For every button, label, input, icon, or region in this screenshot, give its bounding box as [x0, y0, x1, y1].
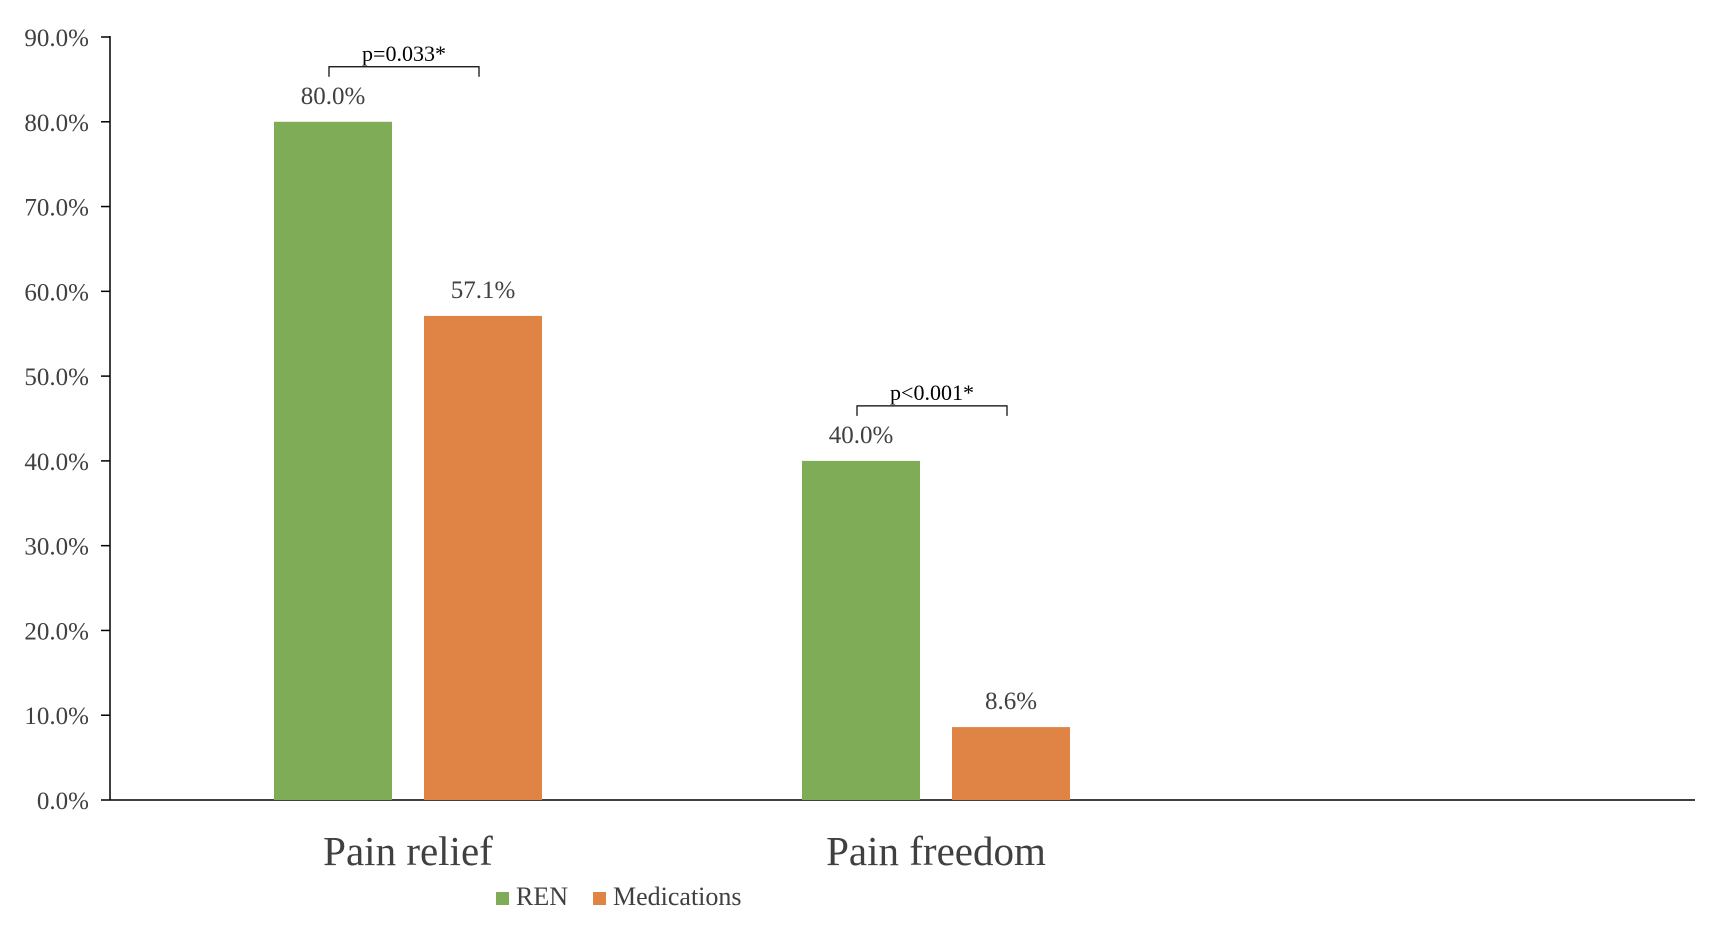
legend-swatch-medications [593, 892, 606, 905]
data-label: 57.1% [451, 277, 516, 304]
y-tick-label: 40.0% [24, 449, 89, 476]
y-tick-label: 70.0% [24, 195, 89, 222]
y-axis: 0.0% 10.0% 20.0% 30.0% 40.0% 50.0% 60.0% 70.0% 8… [24, 25, 111, 815]
y-tick-label: 80.0% [24, 110, 89, 137]
bar-ren-pain-freedom [802, 460, 920, 800]
y-tick-label: 30.0% [24, 534, 89, 561]
data-label: 80.0% [301, 83, 366, 110]
y-tick-label: 20.0% [24, 618, 89, 645]
data-label: 8.6% [985, 688, 1037, 715]
data-label: 40.0% [829, 422, 894, 449]
y-tick-label: 60.0% [24, 279, 89, 306]
significance-label: p=0.033* [362, 41, 446, 66]
significance-annotations: p=0.033* p<0.001* [328, 41, 1008, 416]
significance-bracket [856, 405, 1008, 416]
bar-medications-pain-relief [424, 315, 542, 800]
y-tick-label: 0.0% [37, 788, 89, 815]
data-labels: 80.0% 57.1% 40.0% 8.6% [301, 83, 1037, 715]
legend-label: Medications [613, 882, 742, 911]
bars [274, 121, 1070, 801]
legend-label: REN [516, 882, 568, 911]
x-category-label: Pain freedom [826, 828, 1046, 874]
y-tick-label: 10.0% [24, 703, 89, 730]
legend: REN Medications [496, 882, 742, 911]
legend-swatch-ren [496, 892, 509, 905]
significance-bracket [328, 66, 480, 77]
x-axis: Pain relief Pain freedom [110, 799, 1695, 874]
significance-label: p<0.001* [890, 380, 974, 405]
y-tick-label: 50.0% [24, 364, 89, 391]
bar-ren-pain-relief [274, 121, 392, 801]
bar-medications-pain-freedom [952, 727, 1070, 800]
x-category-label: Pain relief [323, 828, 493, 874]
y-tick-label: 90.0% [24, 25, 89, 52]
